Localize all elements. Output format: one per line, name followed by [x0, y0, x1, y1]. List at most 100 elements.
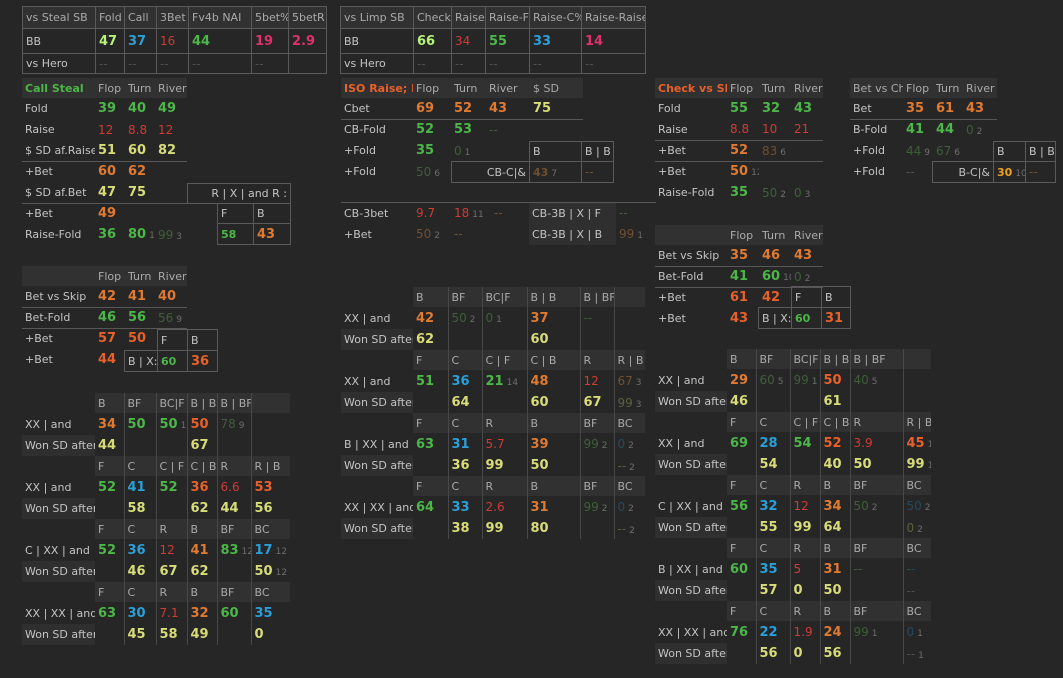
- column-header: [655, 412, 727, 432]
- stat-cell: 67 3: [613, 370, 645, 392]
- stat-cell: 5: [789, 558, 820, 580]
- stat-value: 35: [730, 247, 749, 263]
- stat-row: Won SD after: 44 67: [22, 435, 290, 456]
- row-label: Raise: [22, 119, 95, 140]
- label-text: C | B: [190, 459, 217, 473]
- stat-value: 0: [794, 269, 802, 284]
- label-text: B | B: [190, 396, 217, 410]
- column-header: F: [727, 412, 756, 432]
- label-text: Flop: [906, 81, 930, 95]
- row-label: B: [993, 141, 1026, 162]
- label-text: 60: [795, 311, 811, 325]
- skipL-panel: Flop Turn River Bet vs Skip 42 41 40 Bet-Fold 46…: [22, 266, 187, 370]
- stat-value: 12: [158, 122, 174, 137]
- label-text: B: [825, 290, 833, 304]
- stat-value: 1.9: [793, 625, 813, 639]
- stat-value: --: [489, 56, 498, 71]
- row-label: +Bet: [655, 139, 727, 161]
- stat-value: 0: [793, 583, 803, 598]
- stat-cell: 39: [95, 98, 125, 119]
- stat-row: vs Hero -- -- -- -- --: [22, 53, 327, 74]
- stat-row: +Fold 50 6: [341, 161, 583, 182]
- stat-cell: 53: [250, 476, 290, 498]
- stat-cell: 12: [95, 119, 125, 140]
- stat-cell: [727, 580, 756, 601]
- stat-value: 53: [254, 479, 273, 495]
- stat-row: XX | and 69 28 54 52 3.9 4511: [655, 432, 931, 454]
- stat-cell: 67: [186, 435, 217, 456]
- stat-value: 69: [730, 435, 749, 451]
- row-label: $ SD af.Raise: [22, 140, 95, 161]
- column-header: F: [95, 519, 124, 539]
- stat-row: +Bet 44: [22, 349, 187, 370]
- row-label: Won SD after:: [341, 392, 413, 413]
- label-text: BF: [853, 478, 868, 492]
- label-text: Won SD after:: [344, 459, 413, 472]
- stat-cell: 99 1: [789, 369, 820, 391]
- stat-value: 49: [158, 101, 177, 116]
- stat-cell: 61: [819, 391, 850, 412]
- stat-value: 67: [583, 395, 602, 410]
- stat-cell: 34: [819, 495, 850, 517]
- label-text: F: [98, 585, 105, 599]
- stat-value: 31: [451, 436, 470, 452]
- header-row: Flop Turn River: [655, 225, 823, 245]
- stat-value: 41: [906, 122, 925, 138]
- column-header: B: [186, 582, 217, 602]
- stat-value: --: [853, 562, 863, 576]
- stat-cell: 75: [125, 182, 155, 203]
- stat-value: 50: [853, 499, 869, 513]
- stat-value: 52: [416, 122, 435, 138]
- label-text: R: [159, 585, 168, 599]
- stat-row: Bet-Fold 46 56 56 9: [22, 306, 187, 328]
- row-label: Won SD after:: [655, 517, 727, 538]
- stat-value: 75: [128, 184, 147, 200]
- label-text: R: [793, 478, 802, 492]
- stat-row: 43 7 --: [529, 161, 614, 183]
- column-header: River: [791, 225, 823, 245]
- stat-value: 2.6: [485, 500, 505, 514]
- column-header: R | B: [613, 350, 645, 370]
- header-row: vs Limp SB Check Raise Raise-F Raise-C% Raise…: [340, 6, 646, 29]
- stat-cell: 41: [186, 539, 217, 561]
- stat-row: Bet vs Skip 42 41 40: [22, 286, 187, 307]
- stat-value: 34: [455, 34, 471, 48]
- row-label: Fold: [22, 98, 95, 119]
- stat-cell: 9.7: [413, 202, 451, 224]
- column-header: R: [155, 582, 187, 602]
- column-header: [341, 350, 413, 370]
- stat-cell: B: [253, 203, 291, 224]
- stat-cell: 0: [789, 643, 820, 664]
- label-text: R: [583, 353, 592, 367]
- column-header: [341, 287, 413, 307]
- stat-cell: 46: [727, 391, 756, 412]
- row-label: Won SD after:: [22, 561, 95, 582]
- stat-cell: [95, 561, 124, 582]
- stat-row: +Fold --: [850, 161, 997, 182]
- stat-value: 83: [762, 143, 778, 158]
- stat-cell: 60: [216, 602, 251, 624]
- sample-count: 2: [976, 126, 983, 137]
- column-header: [22, 456, 95, 476]
- stat-value: 62: [190, 564, 209, 579]
- label-text: 5betR: [292, 11, 325, 24]
- row-label: vs Hero: [340, 53, 414, 74]
- row-label: 60: [791, 307, 822, 329]
- row-label: B-C|&: [932, 161, 994, 183]
- row-label: Bet vs Skip: [655, 245, 727, 266]
- stat-cell: [250, 413, 290, 435]
- stat-cell: 35: [903, 98, 933, 119]
- stat-cell: [95, 498, 124, 519]
- stat-cell: --: [124, 53, 157, 74]
- stat-cell: [155, 435, 187, 456]
- stat-row: Fold 39 40 49: [22, 98, 187, 119]
- stat-value: 67: [190, 438, 209, 453]
- stat-cell: 36: [447, 455, 482, 476]
- label-text: B: [530, 479, 539, 493]
- row-label: 43 7: [529, 161, 582, 183]
- column-header: R: [789, 538, 820, 558]
- stat-row: Won SD after: 56 0 56 -- 1: [655, 643, 931, 664]
